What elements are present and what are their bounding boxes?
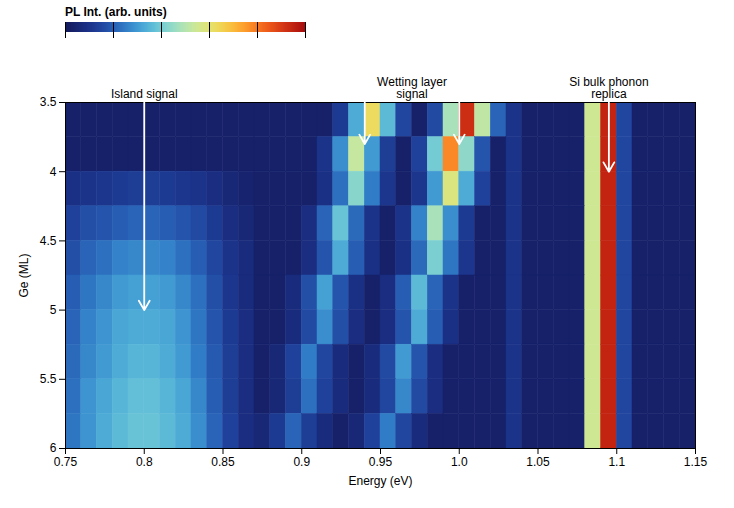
svg-text:Si bulk phononreplica: Si bulk phononreplica (569, 75, 648, 101)
svg-text:Island signal: Island signal (111, 87, 178, 101)
svg-text:Energy (eV): Energy (eV) (348, 474, 412, 488)
svg-text:5: 5 (50, 303, 57, 317)
svg-text:0.75: 0.75 (54, 455, 78, 469)
svg-text:1.1: 1.1 (608, 455, 625, 469)
svg-text:Ge (ML): Ge (ML) (17, 253, 31, 297)
svg-text:0.95: 0.95 (369, 455, 393, 469)
svg-text:3.5: 3.5 (40, 95, 57, 109)
svg-text:0.8: 0.8 (136, 455, 153, 469)
svg-text:1.15: 1.15 (684, 455, 708, 469)
svg-text:1.05: 1.05 (526, 455, 550, 469)
svg-text:PL Int. (arb. units): PL Int. (arb. units) (65, 5, 167, 19)
svg-text:1.0: 1.0 (451, 455, 468, 469)
svg-text:4: 4 (50, 165, 57, 179)
svg-text:Wetting layersignal: Wetting layersignal (377, 75, 447, 101)
svg-text:6: 6 (50, 441, 57, 455)
svg-text:0.9: 0.9 (293, 455, 310, 469)
svg-text:5.5: 5.5 (40, 372, 57, 386)
svg-text:0.85: 0.85 (211, 455, 235, 469)
svg-text:4.5: 4.5 (40, 234, 57, 248)
